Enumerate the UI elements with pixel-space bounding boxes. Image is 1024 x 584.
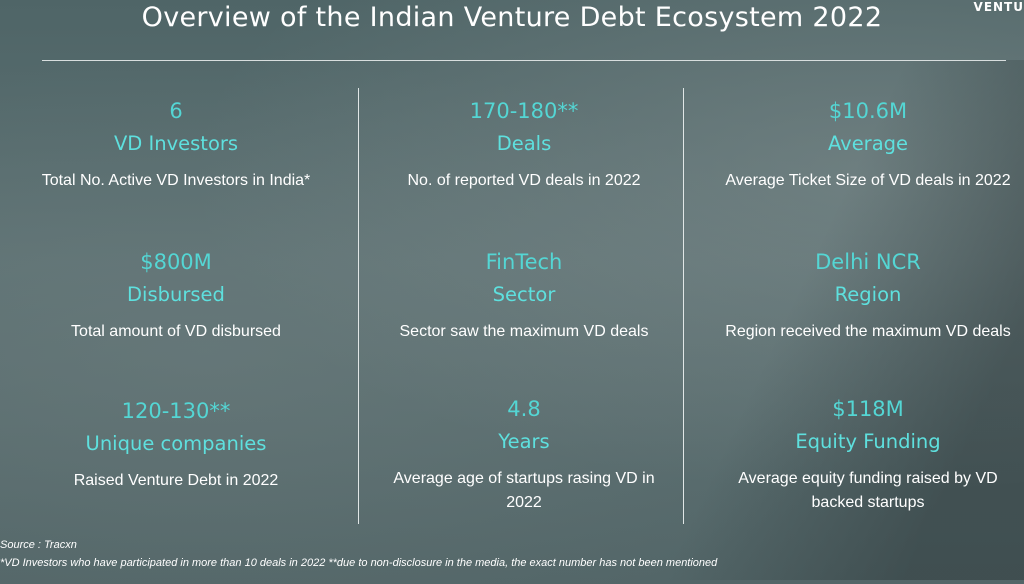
stat-label: Unique companies	[85, 432, 267, 455]
stat-label: Years	[498, 430, 550, 453]
stat-label: Equity Funding	[795, 430, 941, 453]
stat-value: Delhi NCR	[815, 250, 921, 274]
stat-label: Disbursed	[127, 283, 225, 306]
stat-label: Region	[834, 283, 902, 306]
stat-sector: FinTech Sector Sector saw the maximum VD…	[374, 247, 674, 344]
stat-description: Average equity funding raised by VD back…	[738, 470, 998, 511]
title-divider	[42, 60, 1006, 61]
source-note: Source : Tracxn	[0, 539, 77, 551]
stat-value: $118M	[832, 397, 904, 421]
stat-label: Average	[827, 132, 909, 155]
footnote: *VD Investors who have participated in m…	[0, 557, 718, 569]
stat-value: 120-130**	[121, 399, 231, 423]
stat-region: Delhi NCR Region Region received the max…	[718, 247, 1018, 344]
stat-description: Average Ticket Size of VD deals in 2022	[725, 172, 1011, 189]
column-divider-left	[358, 88, 359, 524]
stat-value: $800M	[140, 250, 212, 274]
stat-description: Average age of startups rasing VD in 202…	[393, 470, 655, 511]
brand-logo-text: VENTU	[973, 0, 1024, 14]
stat-unique-companies: 120-130** Unique companies Raised Ventur…	[26, 396, 326, 493]
stat-value: 4.8	[507, 397, 541, 421]
stat-average-ticket: $10.6M Average Average Ticket Size of VD…	[718, 96, 1018, 193]
stat-disbursed: $800M Disbursed Total amount of VD disbu…	[26, 247, 326, 344]
stat-description: Sector saw the maximum VD deals	[399, 323, 649, 340]
stat-description: Raised Venture Debt in 2022	[73, 472, 279, 489]
stat-value: 170-180**	[469, 99, 579, 123]
stat-deals: 170-180** Deals No. of reported VD deals…	[374, 96, 674, 193]
stat-label: Deals	[496, 132, 552, 155]
stat-label: VD Investors	[113, 132, 239, 155]
stat-years: 4.8 Years Average age of startups rasing…	[374, 394, 674, 515]
stat-equity-funding: $118M Equity Funding Average equity fund…	[718, 394, 1018, 515]
stat-description: Region received the maximum VD deals	[725, 323, 1011, 340]
stat-description: Total No. Active VD Investors in India*	[41, 172, 311, 189]
column-divider-right	[683, 88, 684, 524]
stat-label: Sector	[492, 283, 556, 306]
stat-description: Total amount of VD disbursed	[71, 323, 281, 340]
stat-value: $10.6M	[828, 99, 908, 123]
stat-description: No. of reported VD deals in 2022	[407, 172, 641, 189]
stat-value: 6	[169, 99, 183, 123]
page-title: Overview of the Indian Venture Debt Ecos…	[141, 2, 883, 33]
stat-vd-investors: 6 VD Investors Total No. Active VD Inves…	[26, 96, 326, 193]
stat-value: FinTech	[485, 250, 563, 274]
